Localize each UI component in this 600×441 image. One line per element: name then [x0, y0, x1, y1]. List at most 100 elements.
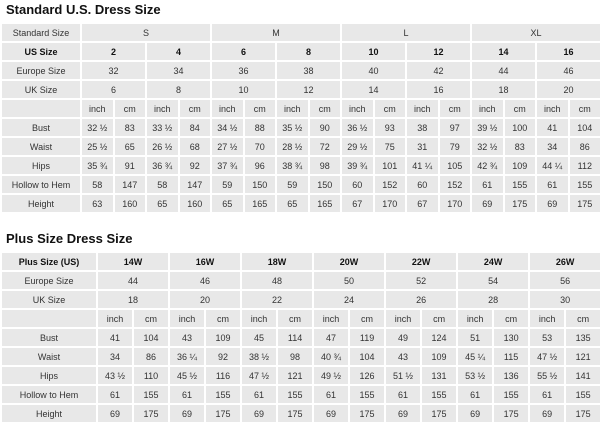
measurement-value: 61	[470, 174, 505, 195]
measurement-value: 45	[240, 327, 279, 348]
us-size: 20W	[312, 251, 387, 272]
measurement-value: 92	[177, 155, 213, 176]
row-label: Europe Size	[0, 270, 98, 291]
measurement-value: 69	[528, 403, 567, 424]
plus-size-table: Plus Size (US) 14W 16W 18W 20W 22W 24W 26W Europ…	[0, 251, 600, 424]
measurement-value: 141	[564, 365, 600, 386]
measurement-value: 51 ½	[384, 365, 423, 386]
us-size: 8	[275, 41, 343, 62]
unit-cm: cm	[567, 98, 600, 119]
measurement-value: 109	[502, 155, 538, 176]
measurement-value: 170	[437, 193, 473, 214]
row-label: Hips	[0, 155, 82, 176]
measurement-value: 98	[276, 346, 315, 367]
measurement-value: 36 ¾	[145, 155, 180, 176]
measurement-value: 104	[567, 117, 600, 138]
measurement-value: 31	[405, 136, 440, 157]
measurement-value: 34	[535, 136, 570, 157]
measurement-value: 69	[384, 403, 423, 424]
measurement-value: 28 ½	[275, 136, 310, 157]
europe-size: 38	[275, 60, 343, 81]
unit-inch: inch	[145, 98, 180, 119]
europe-size: 52	[384, 270, 459, 291]
measurement-value: 49 ½	[312, 365, 351, 386]
unit-cm: cm	[564, 308, 600, 329]
us-size: 2	[80, 41, 147, 62]
measurement-value: 67	[405, 193, 440, 214]
measurement-value: 92	[204, 346, 243, 367]
measurement-value: 155	[420, 384, 459, 405]
standard-size-title: Standard U.S. Dress Size	[6, 2, 161, 17]
measurement-value: 35 ¾	[80, 155, 115, 176]
measurement-value: 93	[372, 117, 408, 138]
measurement-row: Waist 25 ½ 65 26 ½ 68 27 ½ 70 28 ½ 72 29 ½ 75 31 79 3…	[0, 136, 600, 157]
unit-row: inch cm inch cm inch cm inch cm inch cm inch cm inch…	[0, 308, 600, 329]
measurement-value: 58	[145, 174, 180, 195]
measurement-value: 116	[204, 365, 243, 386]
us-size: 16W	[168, 251, 243, 272]
measurement-value: 155	[567, 174, 600, 195]
europe-size: 46	[535, 60, 600, 81]
measurement-value: 86	[567, 136, 600, 157]
row-label: Hollow to Hem	[0, 174, 82, 195]
unit-inch: inch	[96, 308, 134, 329]
uk-size: 8	[144, 79, 213, 100]
measurement-value: 43	[168, 327, 207, 348]
measurement-value: 96	[242, 155, 278, 176]
measurement-value: 101	[372, 155, 408, 176]
measurement-value: 65	[275, 193, 310, 214]
us-size: 16	[535, 41, 600, 62]
measurement-value: 60	[340, 174, 375, 195]
measurement-value: 175	[567, 193, 600, 214]
europe-size: 44	[470, 60, 538, 81]
unit-cm: cm	[307, 98, 343, 119]
unit-cm: cm	[131, 308, 171, 329]
measurement-value: 147	[177, 174, 213, 195]
measurement-value: 47 ½	[240, 365, 279, 386]
measurement-value: 61	[240, 384, 279, 405]
unit-cm: cm	[177, 98, 213, 119]
measurement-value: 36 ¼	[168, 346, 207, 367]
us-size: 6	[210, 41, 278, 62]
measurement-value: 124	[420, 327, 459, 348]
measurement-value: 152	[372, 174, 408, 195]
unit-inch: inch	[168, 308, 207, 329]
row-label: Waist	[0, 346, 98, 367]
europe-size: 50	[312, 270, 387, 291]
measurement-value: 109	[204, 327, 243, 348]
measurement-value: 44 ¼	[535, 155, 570, 176]
measurement-value: 45 ½	[168, 365, 207, 386]
measurement-value: 61	[96, 384, 134, 405]
measurement-value: 98	[307, 155, 343, 176]
measurement-value: 61	[168, 384, 207, 405]
measurement-value: 49	[384, 327, 423, 348]
measurement-value: 155	[131, 384, 171, 405]
measurement-row: Height 69 175 69 175 69 175 69 175 69 175 69 175 69 17…	[0, 403, 600, 424]
measurement-value: 150	[242, 174, 278, 195]
row-label: Hollow to Hem	[0, 384, 98, 405]
measurement-value: 55 ½	[528, 365, 567, 386]
unit-cm: cm	[437, 98, 473, 119]
measurement-value: 61	[384, 384, 423, 405]
europe-size: 44	[95, 270, 171, 291]
measurement-row: Height 63 160 65 160 65 165 65 165 67 170 67 170 69 17…	[0, 193, 600, 214]
size-group: S	[79, 22, 213, 43]
uk-size: 24	[312, 289, 387, 310]
measurement-value: 45 ¼	[456, 346, 495, 367]
measurement-value: 36 ½	[340, 117, 375, 138]
measurement-value: 83	[502, 136, 538, 157]
measurement-value: 75	[372, 136, 408, 157]
measurement-value: 104	[131, 327, 171, 348]
row-label: Height	[0, 403, 98, 424]
us-size-row: US Size 2 4 6 8 10 12 14 16	[0, 41, 600, 62]
measurement-value: 126	[348, 365, 387, 386]
measurement-value: 61	[528, 384, 567, 405]
us-size: 18W	[240, 251, 315, 272]
measurement-value: 100	[502, 117, 538, 138]
measurement-value: 69	[456, 403, 495, 424]
standard-size-table: Standard Size S M L XL US Size 2 4 6 8 10 12 14 16 Eur…	[0, 22, 600, 214]
measurement-value: 59	[275, 174, 310, 195]
measurement-value: 86	[131, 346, 171, 367]
row-label: Standard Size	[0, 22, 82, 43]
measurement-value: 53	[528, 327, 567, 348]
